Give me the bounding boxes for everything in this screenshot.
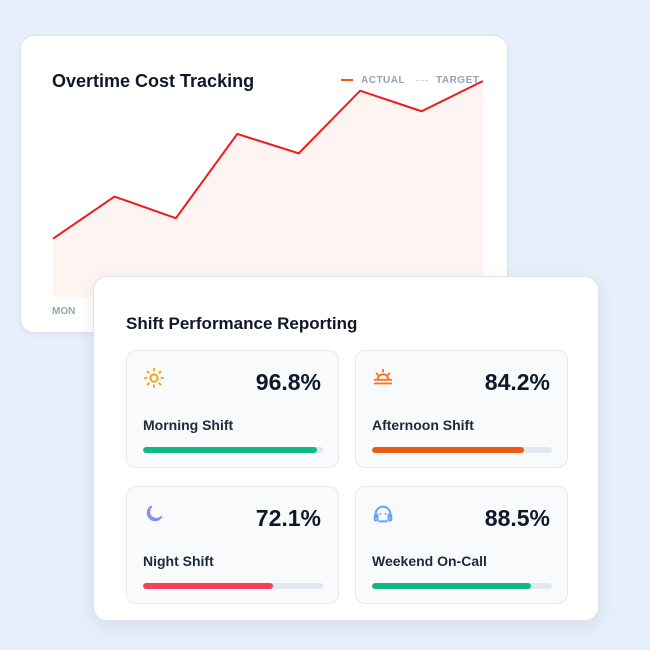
progress-bar [143, 447, 323, 453]
progress-bar [143, 583, 323, 589]
progress-fill [372, 583, 532, 589]
progress-fill [372, 447, 524, 453]
progress-fill [143, 583, 273, 589]
tile-morning-shift[interactable]: 96.8% Morning Shift [126, 350, 339, 468]
overtime-chart [52, 80, 484, 297]
tile-label: Afternoon Shift [372, 417, 474, 433]
sunset-icon [373, 368, 393, 385]
moon-icon [146, 505, 163, 522]
x-tick-label: MON [52, 306, 76, 317]
sun-icon [143, 367, 165, 389]
tile-value: 84.2% [484, 369, 550, 395]
tile-label: Night Shift [143, 553, 214, 569]
legend-actual[interactable]: ACTUAL [341, 75, 405, 86]
tile-afternoon-shift[interactable]: 84.2% Afternoon Shift [355, 350, 568, 468]
tile-night-shift[interactable]: 72.1% Night Shift [126, 486, 339, 604]
section-title: Shift Performance Reporting [126, 314, 358, 333]
legend-actual-swatch [341, 79, 353, 82]
legend-target-swatch [416, 79, 428, 81]
tile-value: 96.8% [255, 369, 321, 395]
legend-target[interactable]: TARGET [416, 75, 479, 86]
actual-series-line [52, 80, 484, 240]
tile-weekend-on-call[interactable]: 88.5% Weekend On-Call [355, 486, 568, 604]
shift-performance-card: Shift Performance Reporting 96.8% Mornin… [93, 276, 599, 621]
tile-label: Weekend On-Call [372, 553, 487, 569]
legend-target-label: TARGET [436, 75, 480, 86]
headset-icon [373, 505, 393, 523]
progress-fill [143, 447, 318, 453]
progress-bar [372, 447, 552, 453]
tile-value: 72.1% [255, 505, 321, 531]
area-fill [53, 81, 483, 297]
tile-label: Morning Shift [143, 417, 234, 433]
legend-actual-label: ACTUAL [361, 75, 406, 86]
progress-bar [372, 583, 552, 589]
chart-title: Overtime Cost Tracking [52, 71, 255, 91]
tile-value: 88.5% [484, 505, 550, 531]
